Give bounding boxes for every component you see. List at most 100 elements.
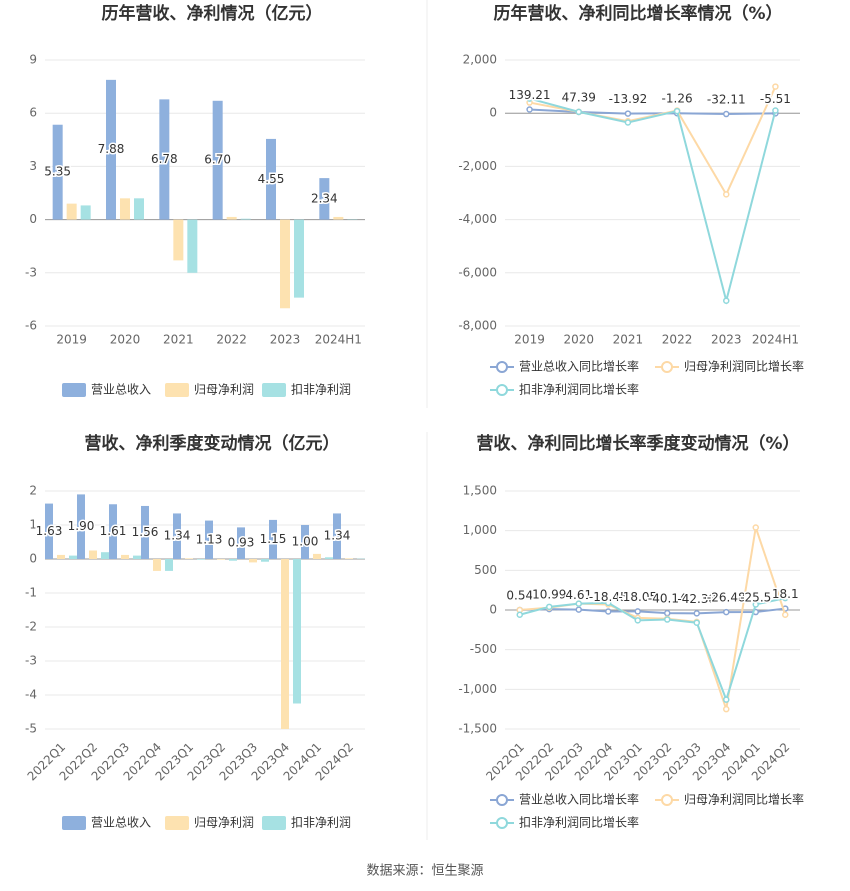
legend-label: 营业总收入 xyxy=(91,383,151,397)
x-tick-label: 2020 xyxy=(563,333,594,347)
bar xyxy=(134,198,144,220)
y-tick-label: 0 xyxy=(29,212,37,226)
bar xyxy=(57,554,65,559)
chart-title: 营收、净利同比增长率季度变动情况（%） xyxy=(476,433,799,454)
value-label: 139.21 xyxy=(509,88,551,102)
value-label: -18.05 xyxy=(618,590,657,604)
legend-marker xyxy=(496,794,508,806)
point xyxy=(624,110,632,117)
point xyxy=(575,108,582,116)
y-tick-label: -3 xyxy=(25,265,37,279)
value-label: -1.26 xyxy=(662,92,693,106)
point xyxy=(605,599,612,607)
bar xyxy=(109,504,117,559)
legend-marker xyxy=(496,817,508,829)
bar xyxy=(333,513,341,559)
bar xyxy=(165,559,173,571)
legend-marker xyxy=(496,384,508,396)
line xyxy=(519,607,786,615)
value-label: -5.51 xyxy=(760,92,791,106)
point xyxy=(693,610,700,617)
point xyxy=(772,107,779,114)
bar xyxy=(249,559,257,563)
y-tick-label: 1,500 xyxy=(463,484,497,498)
point xyxy=(723,297,730,304)
x-tick-label: 2024H1 xyxy=(752,333,799,347)
bar xyxy=(229,559,237,561)
legend-label: 扣非净利润同比增长率 xyxy=(519,382,639,397)
bar xyxy=(293,559,301,704)
value-label: 7.88 xyxy=(98,142,125,156)
value-label: 0.93 xyxy=(228,536,255,550)
y-tick-label: -1,500 xyxy=(458,722,497,736)
y-tick-label: 3 xyxy=(29,159,37,173)
bar xyxy=(89,550,97,559)
value-label: 6.78 xyxy=(151,152,178,166)
chart-title: 历年营收、净利同比增长率情况（%） xyxy=(493,3,782,24)
bar xyxy=(313,553,321,559)
point xyxy=(575,600,582,607)
value-label: -25.5 xyxy=(740,591,771,605)
bar xyxy=(345,558,353,559)
point xyxy=(526,106,533,113)
value-label: 6.70 xyxy=(204,153,231,167)
legend-label: 营业总收入同比增长率 xyxy=(519,792,639,807)
x-tick-label: 2019 xyxy=(514,333,545,347)
x-tick-label: 2019 xyxy=(56,333,87,347)
bar xyxy=(52,124,63,220)
y-tick-label: -5 xyxy=(25,722,37,736)
point xyxy=(526,95,533,102)
point xyxy=(723,110,730,118)
point xyxy=(624,119,632,126)
bar xyxy=(319,178,330,220)
point xyxy=(546,603,553,611)
bar xyxy=(197,559,205,560)
value-label: -26.48 xyxy=(707,591,746,605)
chart-title: 历年营收、净利情况（亿元） xyxy=(102,3,323,24)
value-label: -18.45 xyxy=(589,590,628,604)
bar xyxy=(237,527,245,559)
point xyxy=(782,594,789,602)
value-label: 1.63 xyxy=(36,524,63,538)
y-tick-label: -2,000 xyxy=(458,159,497,173)
point xyxy=(664,616,671,623)
bar xyxy=(133,555,141,559)
bar xyxy=(333,216,344,220)
legend-label: 营业总收入同比增长率 xyxy=(519,359,639,374)
x-tick-label: 2022 xyxy=(216,333,247,347)
point xyxy=(723,191,730,198)
legend-label: 扣非净利润 xyxy=(291,383,351,397)
value-label: 0.54 xyxy=(506,588,533,602)
line xyxy=(519,597,786,703)
bar xyxy=(281,559,289,729)
y-tick-label: -4,000 xyxy=(458,212,497,226)
y-tick-label: 0 xyxy=(29,552,37,566)
y-tick-label: 0 xyxy=(489,106,497,120)
bar xyxy=(153,559,161,571)
legend-marker xyxy=(165,816,189,830)
bar xyxy=(69,555,77,559)
legend-label: 归母净利润 xyxy=(194,816,254,830)
value-label: 1.90 xyxy=(68,519,95,533)
y-tick-label: 9 xyxy=(29,53,37,67)
line xyxy=(519,527,787,710)
y-tick-label: -6 xyxy=(25,319,37,333)
y-tick-label: -6,000 xyxy=(458,265,497,279)
point xyxy=(673,107,681,115)
y-tick-label: 2,000 xyxy=(463,53,497,67)
y-tick-label: -2 xyxy=(25,620,37,634)
legend-label: 扣非净利润同比增长率 xyxy=(519,815,639,830)
x-tick-label: 2024H1 xyxy=(315,333,362,347)
point xyxy=(772,83,779,90)
x-tick-label: 2021 xyxy=(163,333,194,347)
chart-title: 营收、净利季度变动情况（亿元） xyxy=(85,433,340,454)
legend-marker xyxy=(496,361,508,373)
y-tick-label: -4 xyxy=(25,688,37,702)
bar xyxy=(141,505,149,559)
value-label: 18.1 xyxy=(772,587,799,601)
source: 数据来源：恒生聚源 xyxy=(366,864,483,879)
bar xyxy=(280,219,290,309)
bar xyxy=(66,203,77,220)
bar xyxy=(106,79,116,220)
